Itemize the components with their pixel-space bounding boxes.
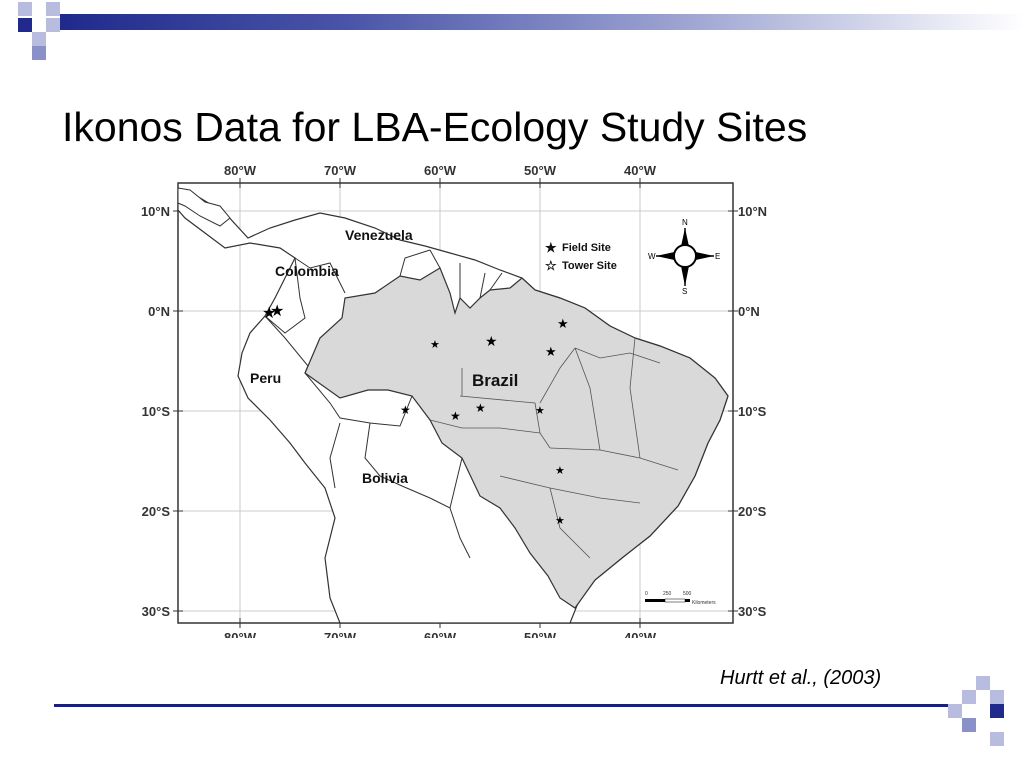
legend-field-site-icon: ★ — [545, 240, 557, 255]
left-axis-label: 10°S — [142, 404, 171, 419]
label-peru: Peru — [250, 370, 281, 386]
decor-square — [948, 704, 962, 718]
field-site-marker: ★ — [400, 403, 411, 417]
label-colombia: Colombia — [275, 263, 339, 279]
brazil-region — [304, 267, 729, 609]
left-axis-label: 10°N — [141, 204, 170, 219]
scale-unit: Kilometers — [692, 600, 716, 606]
decor-square — [46, 2, 60, 16]
top-axis-label: 40°W — [624, 163, 657, 178]
field-site-marker: ★ — [270, 303, 284, 320]
right-axis-label: 0°N — [738, 304, 760, 319]
left-axis-label: 30°S — [142, 604, 171, 619]
bottom-axis-labels: 80°W 70°W 60°W 50°W 40°W — [224, 630, 657, 638]
decor-square — [990, 704, 1004, 718]
legend: ★ Field Site ☆ Tower Site — [545, 240, 617, 273]
top-axis-label: 70°W — [324, 163, 357, 178]
right-axis-label: 10°S — [738, 404, 767, 419]
legend-tower-site-label: Tower Site — [562, 260, 617, 272]
decor-square — [18, 18, 32, 32]
right-axis-label: 30°S — [738, 604, 767, 619]
compass-s: S — [682, 287, 687, 296]
top-axis-label: 50°W — [524, 163, 557, 178]
field-site-marker: ★ — [450, 409, 461, 423]
site-markers: ★ ★ ★ ★ ★ ★ ★ ★ ★ ★ ★ ★ — [262, 303, 569, 527]
decor-square — [962, 690, 976, 704]
decor-square — [990, 732, 1004, 746]
citation: Hurtt et al., (2003) — [720, 667, 882, 689]
left-axis-labels: 10°N 0°N 10°S 20°S 30°S — [141, 204, 170, 619]
decor-square — [976, 676, 990, 690]
legend-field-site-label: Field Site — [562, 242, 611, 254]
compass-n: N — [682, 218, 688, 227]
right-axis-label: 20°S — [738, 504, 767, 519]
right-axis-label: 10°N — [738, 204, 767, 219]
field-site-marker: ★ — [475, 401, 486, 415]
header-gradient-bar — [60, 14, 1024, 30]
field-site-marker: ★ — [555, 515, 565, 527]
field-site-marker: ★ — [430, 339, 440, 351]
bottom-axis-label: 50°W — [524, 630, 557, 638]
left-axis-label: 20°S — [142, 504, 171, 519]
top-axis-label: 80°W — [224, 163, 257, 178]
decor-square — [32, 46, 46, 60]
top-axis-labels: 80°W 70°W 60°W 50°W 40°W — [224, 163, 657, 178]
legend-tower-site-icon: ☆ — [545, 258, 557, 273]
top-axis-label: 60°W — [424, 163, 457, 178]
field-site-marker: ★ — [545, 344, 557, 359]
compass-w: W — [648, 252, 656, 261]
decor-square — [962, 718, 976, 732]
scale-end: 500 — [683, 591, 692, 597]
right-axis-labels: 10°N 0°N 10°S 20°S 30°S — [738, 204, 767, 619]
country-labels: Venezuela Colombia Peru Brazil Bolivia — [250, 227, 518, 486]
scale-bar: 0 250 500 Kilometers — [645, 591, 716, 606]
scale-zero: 0 — [645, 591, 648, 597]
slide-title: Ikonos Data for LBA-Ecology Study Sites — [62, 104, 808, 150]
field-site-marker: ★ — [262, 305, 276, 322]
left-axis-label: 0°N — [148, 304, 170, 319]
field-site-marker: ★ — [555, 465, 565, 477]
footer-rule — [54, 704, 954, 707]
scale-mid: 250 — [663, 591, 672, 597]
bottom-axis-label: 60°W — [424, 630, 457, 638]
decor-square — [990, 690, 1004, 704]
compass-e: E — [715, 252, 720, 261]
decor-square — [18, 2, 32, 16]
bottom-axis-label: 40°W — [624, 630, 657, 638]
field-site-marker: ★ — [535, 405, 545, 417]
label-brazil: Brazil — [472, 371, 518, 390]
field-site-marker: ★ — [485, 333, 498, 349]
label-venezuela: Venezuela — [345, 227, 413, 243]
compass-rose: N S W E — [648, 218, 720, 296]
country-borders — [264, 249, 503, 559]
decor-square — [46, 18, 60, 32]
central-america-land — [177, 187, 231, 227]
field-site-marker: ★ — [557, 316, 569, 331]
study-sites-map: 80°W 70°W 60°W 50°W 40°W 80°W 70°W 60°W … — [141, 163, 767, 638]
bottom-axis-label: 70°W — [324, 630, 357, 638]
decor-square — [32, 32, 46, 46]
internal-borders — [429, 337, 679, 559]
label-bolivia: Bolivia — [362, 470, 408, 486]
bottom-axis-label: 80°W — [224, 630, 257, 638]
